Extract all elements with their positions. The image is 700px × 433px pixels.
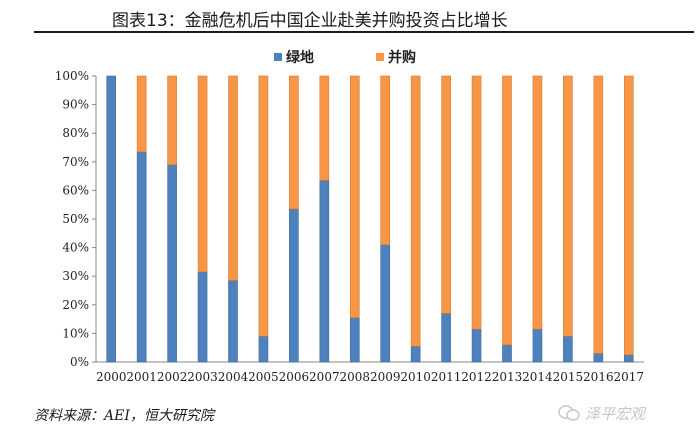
x-tick-label: 2001: [126, 370, 157, 384]
bar-greenfield-2012: [471, 328, 482, 363]
bar-greenfield-2007: [319, 180, 330, 363]
legend-swatch-0: [274, 53, 282, 61]
bar-greenfield-2017: [623, 354, 634, 363]
bar-greenfield-2008: [349, 317, 360, 363]
bar-mna-2011: [441, 75, 451, 314]
y-tick-label: 90%: [62, 98, 89, 112]
title-rule: [34, 31, 694, 33]
watermark: 泽平宏观: [585, 405, 646, 423]
y-tick-label: 0%: [70, 355, 89, 369]
title-bar: 图表13：金融危机后中国企业赴美并购投资占比增长: [0, 0, 700, 34]
x-tick-label: 2014: [522, 370, 553, 384]
bar-mna-2014: [532, 75, 543, 330]
y-tick-label: 50%: [62, 212, 89, 226]
x-axis: 2000 2001 2002 2003 2004 2005 2006 2007 2008 2009…: [96, 370, 644, 384]
bar-greenfield-2014: [532, 328, 543, 363]
x-tick-label: 2015: [553, 370, 584, 384]
bar-mna-2012: [471, 75, 482, 330]
x-tick-label: 2004: [218, 370, 249, 384]
y-tick-label: 80%: [62, 126, 89, 140]
bar-mna-2015: [563, 75, 573, 337]
x-tick-label: 2010: [400, 370, 431, 384]
x-tick-label: 2008: [340, 370, 371, 384]
x-tick-label: 2016: [583, 370, 614, 384]
bar-mna-2010: [410, 75, 421, 347]
x-tick-label: 2006: [279, 370, 310, 384]
x-tick-label: 2013: [492, 370, 523, 384]
legend-label-0: 绿地: [286, 49, 314, 66]
bar-mna-2003: [197, 75, 208, 273]
bar-greenfield-2010: [410, 345, 421, 363]
source-note: 资料来源：AEI，恒大研究院: [34, 408, 214, 424]
wechat-icon: [558, 405, 580, 421]
y-tick-label: 60%: [62, 183, 89, 197]
x-tick-label: 2000: [96, 370, 127, 384]
legend-label-1: 并购: [388, 49, 416, 66]
stacked-bar-chart: 绿地 并购 0% 10% 20% 30% 40% 50% 60% 70% 80% 90% 100% 2…: [55, 49, 644, 384]
legend: 绿地 并购: [274, 49, 416, 66]
bar-mna-2008: [349, 75, 360, 318]
bar-mna-2017: [623, 75, 634, 356]
chart-title: 图表13：金融危机后中国企业赴美并购投资占比增长: [112, 11, 508, 31]
bar-greenfield-2016: [593, 353, 604, 363]
x-tick-label: 2002: [157, 370, 188, 384]
x-tick-label: 2011: [431, 370, 462, 384]
x-tick-label: 2003: [187, 370, 218, 384]
bar-greenfield-2003: [197, 271, 208, 363]
y-axis: 0% 10% 20% 30% 40% 50% 60% 70% 80% 90% 100%: [55, 69, 644, 369]
bar-greenfield-2002: [167, 164, 177, 363]
y-tick-label: 20%: [62, 298, 89, 312]
y-tick-label: 100%: [55, 69, 89, 83]
x-tick-label: 2009: [370, 370, 401, 384]
bar-greenfield-2001: [136, 151, 147, 363]
bar-mna-2002: [167, 75, 177, 165]
y-tick-label: 70%: [62, 155, 89, 169]
bar-mna-2001: [136, 75, 147, 153]
bar-mna-2005: [258, 75, 269, 337]
bar-greenfield-2015: [563, 335, 573, 363]
bar-mna-2013: [502, 75, 512, 346]
x-tick-label: 2017: [614, 370, 645, 384]
y-tick-label: 10%: [62, 326, 89, 340]
bar-greenfield-2006: [289, 208, 299, 363]
y-tick-label: 40%: [62, 241, 89, 255]
bar-mna-2004: [228, 75, 238, 281]
bar-greenfield-2000: [106, 75, 117, 363]
x-tick-label: 2005: [248, 370, 279, 384]
bar-greenfield-2013: [502, 344, 512, 363]
y-tick-label: 30%: [62, 269, 89, 283]
bar-greenfield-2005: [258, 335, 269, 363]
bar-mna-2016: [593, 75, 604, 354]
bar-mna-2009: [380, 75, 391, 246]
x-tick-label: 2012: [461, 370, 492, 384]
bar-greenfield-2011: [441, 313, 451, 363]
bars: [106, 75, 634, 363]
bar-greenfield-2009: [380, 244, 391, 363]
legend-swatch-1: [376, 53, 384, 61]
bar-mna-2007: [319, 75, 330, 181]
bar-greenfield-2004: [228, 280, 238, 363]
bar-mna-2006: [289, 75, 299, 210]
x-tick-label: 2007: [309, 370, 340, 384]
